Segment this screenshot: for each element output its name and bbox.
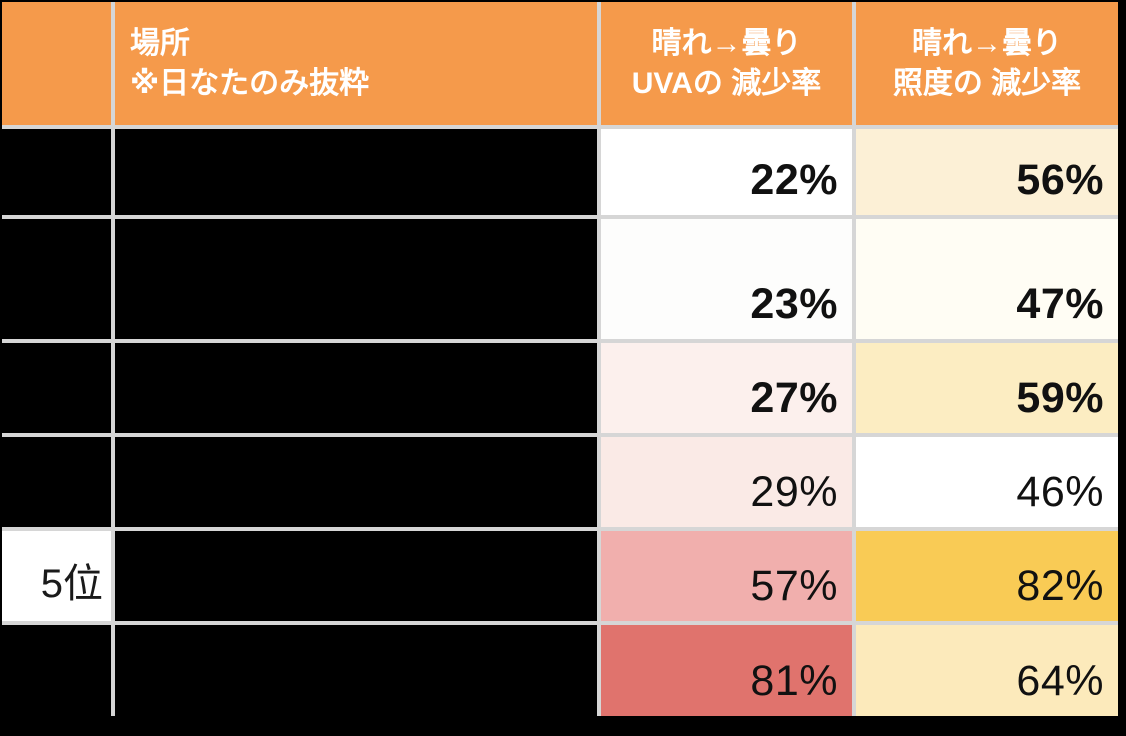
place-cell-redacted: [115, 219, 597, 339]
rank-header-cell: [2, 2, 111, 125]
uva-header-cell: 晴れ→曇り UVAの 減少率: [601, 2, 852, 125]
rank-cell-5: 5位: [2, 531, 111, 621]
rank-cell-redacted: [2, 343, 111, 433]
place-cell-redacted: [115, 129, 597, 215]
lux-header-line2: 照度の 減少率: [892, 66, 1082, 100]
rank-cell-redacted: [2, 625, 111, 716]
rank-cell-redacted: [2, 129, 111, 215]
place-cell-redacted: [115, 625, 597, 716]
uva-header-line1: 晴れ→曇り: [651, 26, 802, 60]
lux-value-cell: 64%: [856, 625, 1118, 716]
place-header-line1: 場所: [130, 26, 190, 60]
reduction-rate-table: 場所 ※日なたのみ抜粋 晴れ→曇り UVAの 減少率 晴れ→曇り 照度の 減少率…: [2, 2, 1118, 716]
place-cell-redacted: [115, 531, 597, 621]
place-cell-redacted: [115, 343, 597, 433]
rank-cell-redacted: [2, 437, 111, 527]
lux-value-cell: 82%: [856, 531, 1118, 621]
lux-value-cell: 56%: [856, 129, 1118, 215]
uva-value-cell: 27%: [601, 343, 852, 433]
uva-header-line2: UVAの 減少率: [631, 66, 822, 100]
lux-value-cell: 47%: [856, 219, 1118, 339]
place-header-line2: ※日なたのみ抜粋: [130, 66, 370, 100]
lux-header-line1: 晴れ→曇り: [912, 26, 1062, 60]
place-cell-redacted: [115, 437, 597, 527]
place-header-cell: 場所 ※日なたのみ抜粋: [115, 2, 597, 125]
lux-value-cell: 59%: [856, 343, 1118, 433]
uva-value-cell: 81%: [601, 625, 852, 716]
uva-value-cell: 57%: [601, 531, 852, 621]
lux-header-cell: 晴れ→曇り 照度の 減少率: [856, 2, 1118, 125]
uva-value-cell: 22%: [601, 129, 852, 215]
uva-value-cell: 29%: [601, 437, 852, 527]
uva-value-cell: 23%: [601, 219, 852, 339]
rank-cell-redacted: [2, 219, 111, 339]
lux-value-cell: 46%: [856, 437, 1118, 527]
